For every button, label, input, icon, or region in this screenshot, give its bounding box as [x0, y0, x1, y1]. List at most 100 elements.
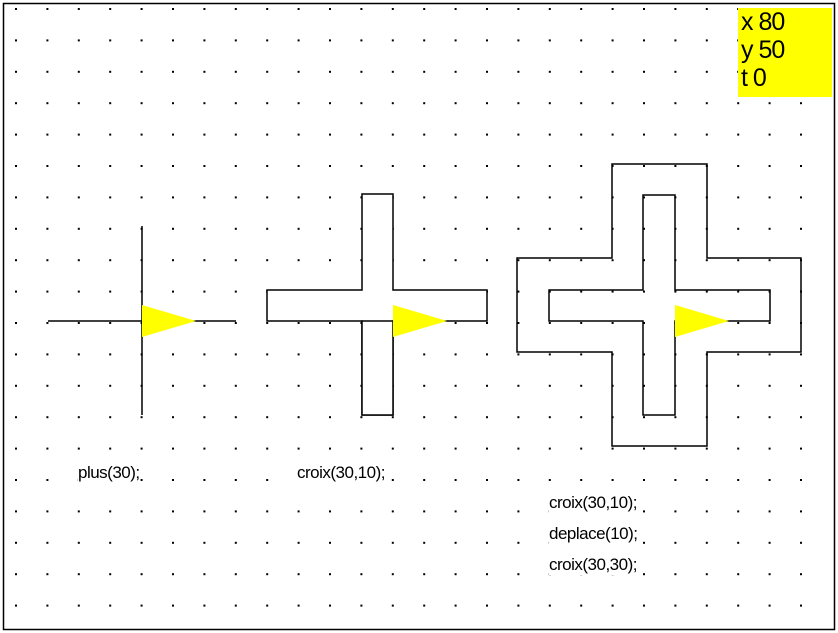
grid-dot — [266, 102, 269, 105]
grid-dot — [203, 290, 206, 293]
grid-dot — [15, 102, 17, 105]
grid-dot — [329, 322, 331, 324]
grid-dot — [643, 322, 645, 324]
grid-dot — [15, 8, 17, 10]
grid-dot — [548, 133, 551, 136]
grid-dot — [46, 573, 49, 576]
grid-dot — [234, 573, 237, 576]
grid-dot — [172, 227, 174, 230]
grid-dot — [674, 39, 677, 42]
grid-dot — [768, 259, 771, 262]
grid-dot — [15, 384, 17, 387]
grid-dot — [15, 479, 17, 481]
grid-dot — [548, 479, 551, 481]
grid-dot — [140, 39, 143, 42]
grid-dot — [800, 573, 802, 576]
grid-dot — [140, 165, 143, 167]
grid-dot — [77, 322, 80, 324]
grid-dot — [297, 604, 300, 607]
grid-dot — [109, 227, 112, 230]
grid-dot — [674, 573, 677, 576]
grid-dot — [234, 196, 237, 199]
grid-dot — [643, 510, 645, 513]
grid-dot — [517, 102, 520, 105]
grid-dot — [611, 8, 614, 10]
grid-dot — [203, 259, 206, 262]
grid-dot — [548, 447, 551, 450]
grid-dot — [391, 133, 394, 136]
grid-dot — [297, 133, 300, 136]
grid-dot — [580, 133, 583, 136]
grid-dot — [360, 447, 363, 450]
grid-dot — [517, 353, 520, 356]
grid-dot — [454, 133, 457, 136]
grid-dot — [643, 70, 645, 73]
grid-dot — [203, 165, 206, 167]
grid-dot — [109, 447, 112, 450]
grid-dot — [266, 165, 269, 167]
grid-dot — [768, 541, 771, 544]
grid-dot — [140, 8, 143, 10]
grid-dot — [768, 133, 771, 136]
grid-dot — [580, 227, 583, 230]
grid-dot — [674, 290, 677, 293]
grid-dot — [203, 227, 206, 230]
inner-cross-outline — [548, 194, 771, 416]
grid-dot — [674, 604, 677, 607]
grid-dot — [391, 70, 394, 73]
grid-dot — [234, 102, 237, 105]
grid-dot — [46, 8, 49, 10]
grid-dot — [737, 259, 740, 262]
grid-dot — [486, 133, 488, 136]
grid-dot — [109, 102, 112, 105]
grid-dot — [203, 573, 206, 576]
grid-dot — [46, 384, 49, 387]
grid-dot — [329, 541, 331, 544]
grid-dot — [800, 227, 802, 230]
grid-dot — [391, 573, 394, 576]
grid-dot — [768, 510, 771, 513]
grid-dot — [548, 165, 551, 167]
grid-dot — [737, 165, 740, 167]
grid-dot — [15, 165, 17, 167]
grid-dot — [768, 227, 771, 230]
grid-dot — [737, 322, 740, 324]
grid-dot — [486, 259, 488, 262]
grid-dot — [391, 165, 394, 167]
grid-dot — [140, 447, 143, 450]
grid-dot — [737, 541, 740, 544]
grid-dot — [674, 102, 677, 105]
grid-dot — [643, 102, 645, 105]
grid-dot — [391, 416, 394, 419]
grid-dot — [611, 479, 614, 481]
grid-dot — [800, 196, 802, 199]
grid-dot — [643, 290, 645, 293]
grid-dot — [329, 8, 331, 10]
grid-dot — [77, 39, 80, 42]
grid-dot — [77, 447, 80, 450]
grid-dot — [580, 39, 583, 42]
grid-dot — [423, 259, 426, 262]
grid-dot — [77, 196, 80, 199]
grid-dot — [454, 510, 457, 513]
grid-dot — [46, 70, 49, 73]
grid-dot — [737, 384, 740, 387]
grid-dot — [109, 259, 112, 262]
grid-dot — [548, 604, 551, 607]
grid-dot — [517, 133, 520, 136]
grid-dot — [800, 604, 802, 607]
grid-dot — [580, 8, 583, 10]
grid-dot — [423, 604, 426, 607]
grid-dot — [517, 416, 520, 419]
grid-dot — [580, 353, 583, 356]
grid-dot — [423, 384, 426, 387]
grid-dot — [454, 39, 457, 42]
grid-dot — [705, 39, 708, 42]
grid-dot — [172, 259, 174, 262]
grid-dot — [15, 70, 17, 73]
grid-dot — [423, 102, 426, 105]
grid-dot — [705, 573, 708, 576]
grid-dot — [800, 353, 802, 356]
status-t: t 0 — [741, 64, 767, 92]
